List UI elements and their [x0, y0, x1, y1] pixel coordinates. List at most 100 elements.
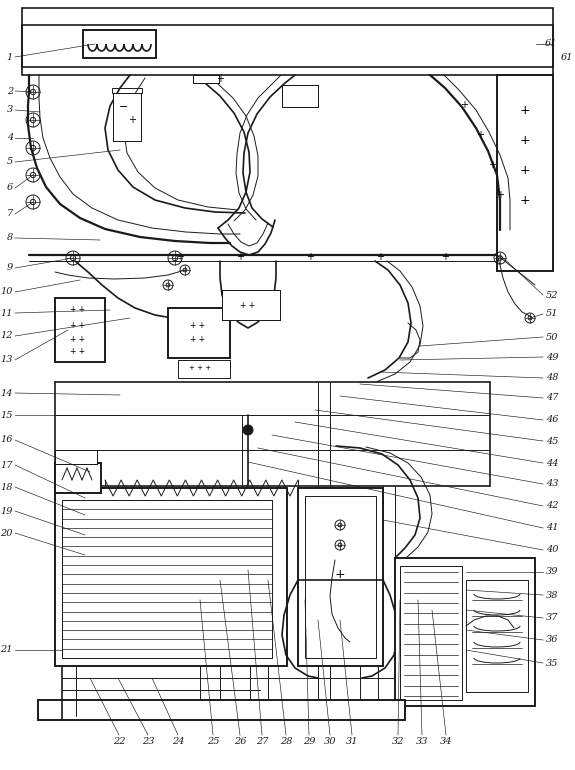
Bar — [55, 488, 287, 666]
Text: 48: 48 — [546, 373, 558, 383]
Circle shape — [243, 425, 253, 435]
Bar — [38, 700, 405, 720]
Text: +: + — [460, 100, 468, 110]
Text: 61: 61 — [545, 39, 558, 49]
Text: + +: + + — [240, 300, 255, 310]
Bar — [22, 25, 553, 67]
Text: 45: 45 — [546, 437, 558, 446]
Bar — [62, 500, 272, 658]
Bar — [282, 85, 318, 107]
Text: 16: 16 — [1, 436, 13, 444]
Text: + +: + + — [70, 347, 86, 357]
Text: 50: 50 — [546, 333, 558, 342]
Text: 44: 44 — [546, 458, 558, 467]
Text: 24: 24 — [172, 737, 184, 746]
Bar — [178, 360, 230, 378]
Text: +: + — [520, 193, 530, 206]
Text: +: + — [488, 160, 496, 170]
Text: 30: 30 — [324, 737, 336, 746]
Text: 3: 3 — [7, 105, 13, 115]
Text: +: + — [335, 568, 346, 581]
Text: 37: 37 — [546, 614, 558, 622]
Text: +: + — [520, 163, 530, 176]
Text: 31: 31 — [346, 737, 358, 746]
Text: 41: 41 — [546, 524, 558, 533]
Text: 23: 23 — [142, 737, 154, 746]
Text: 15: 15 — [1, 410, 13, 420]
Text: 18: 18 — [1, 483, 13, 491]
Text: +: + — [496, 190, 504, 200]
Text: 52: 52 — [546, 290, 558, 300]
Bar — [395, 558, 535, 706]
Bar — [55, 450, 97, 464]
Bar — [497, 75, 553, 271]
Bar — [222, 290, 280, 320]
Bar — [55, 450, 97, 464]
Text: 47: 47 — [546, 393, 558, 403]
Text: 12: 12 — [1, 332, 13, 340]
Text: 4: 4 — [7, 133, 13, 142]
Text: 10: 10 — [1, 287, 13, 296]
Text: + +: + + — [190, 336, 206, 344]
Text: +: + — [520, 103, 530, 116]
Text: 40: 40 — [546, 545, 558, 554]
Bar — [83, 30, 156, 58]
Text: 17: 17 — [1, 460, 13, 470]
Bar — [298, 488, 383, 666]
Text: 32: 32 — [392, 737, 404, 746]
Bar — [395, 558, 535, 706]
Text: + +: + + — [190, 320, 206, 330]
Text: 5: 5 — [7, 158, 13, 166]
Bar — [55, 463, 101, 493]
Text: 7: 7 — [7, 209, 13, 219]
Bar — [305, 496, 376, 658]
Text: 49: 49 — [546, 353, 558, 361]
Text: + + +: + + + — [189, 365, 211, 371]
Text: 51: 51 — [546, 310, 558, 319]
Text: 43: 43 — [546, 480, 558, 488]
Text: +: + — [128, 115, 136, 125]
Bar — [497, 75, 553, 271]
Text: 46: 46 — [546, 416, 558, 424]
Bar — [55, 463, 101, 493]
Text: 25: 25 — [207, 737, 219, 746]
Bar — [193, 75, 219, 83]
Text: 35: 35 — [546, 658, 558, 668]
Bar — [112, 88, 142, 93]
Bar — [55, 298, 105, 362]
Text: 6: 6 — [7, 183, 13, 192]
Text: + +: + + — [70, 306, 86, 314]
Text: 13: 13 — [1, 356, 13, 364]
Text: +: + — [441, 252, 449, 262]
Text: + +: + + — [70, 322, 86, 330]
Text: 11: 11 — [1, 309, 13, 317]
Bar — [83, 30, 156, 58]
Bar — [298, 488, 383, 666]
Text: +: + — [376, 252, 384, 262]
Text: 20: 20 — [1, 528, 13, 537]
Text: 36: 36 — [546, 635, 558, 644]
Text: 61: 61 — [561, 52, 573, 62]
Text: 26: 26 — [234, 737, 246, 746]
Bar — [193, 75, 219, 83]
Text: +: + — [520, 133, 530, 146]
Text: −: − — [120, 102, 129, 112]
Text: 9: 9 — [7, 263, 13, 273]
Text: 29: 29 — [303, 737, 315, 746]
Text: +: + — [476, 130, 484, 140]
Bar — [400, 566, 462, 700]
Bar — [55, 298, 105, 362]
Text: 2: 2 — [7, 86, 13, 95]
Text: + +: + + — [70, 336, 86, 344]
Bar — [55, 488, 287, 666]
Bar — [22, 8, 553, 75]
Text: 27: 27 — [256, 737, 269, 746]
Bar — [38, 700, 405, 720]
Text: 39: 39 — [546, 567, 558, 577]
Text: 19: 19 — [1, 507, 13, 515]
Bar — [113, 93, 141, 141]
Text: 22: 22 — [113, 737, 125, 746]
Bar — [168, 308, 230, 358]
Text: +: + — [306, 252, 314, 262]
Text: +: + — [176, 252, 184, 262]
